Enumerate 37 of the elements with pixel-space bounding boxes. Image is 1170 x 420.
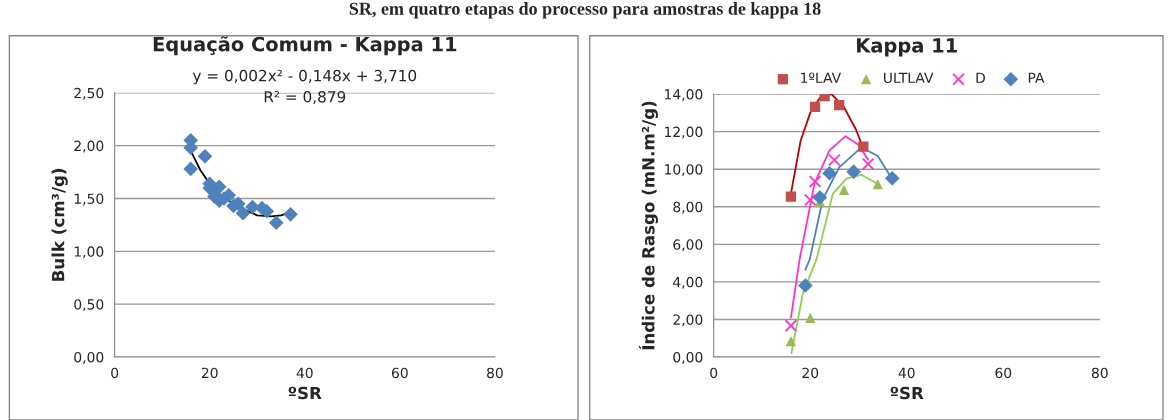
x-axis-title: ºSR — [288, 386, 322, 400]
x-tick-label: 40 — [296, 367, 313, 379]
annotation: R² = 0,879 — [264, 90, 346, 105]
x-tick-label: 0 — [710, 367, 718, 379]
chart-title: Kappa 11 — [857, 38, 957, 57]
x-tick-label: 60 — [995, 367, 1012, 379]
x-tick-label: 0 — [111, 367, 119, 379]
x-tick-label: 80 — [487, 367, 503, 379]
x-tick-label: 60 — [391, 367, 408, 379]
y-tick-label: 2,50 — [74, 87, 104, 100]
y-tick-label: 12,00 — [665, 126, 703, 139]
legend-label: D — [976, 72, 985, 83]
y-tick-label: 1,50 — [74, 193, 104, 206]
y-tick-label: 2,00 — [74, 140, 104, 153]
y-axis-title: Índice de Rasgo (mN.m²/g) — [638, 101, 658, 350]
legend-label: 1ºLAV — [801, 72, 842, 83]
y-axis-title: Bulk (cm³/g) — [51, 168, 68, 281]
y-tick-label: 0,00 — [74, 351, 104, 364]
y-tick-label: 10,00 — [665, 164, 703, 177]
x-tick-label: 20 — [802, 367, 819, 379]
legend-label: ULTLAV — [884, 72, 934, 84]
y-tick-label: 6,00 — [673, 239, 703, 252]
legend-label: PA — [1028, 72, 1045, 83]
y-tick-label: 8,00 — [673, 201, 703, 214]
y-tick-label: 14,00 — [665, 89, 703, 101]
x-tick-label: 20 — [201, 367, 218, 379]
chart-title: Equação Comum - Kappa 11 — [153, 36, 457, 56]
y-tick-label: 4,00 — [673, 276, 703, 289]
x-tick-label: 80 — [1091, 367, 1108, 379]
y-tick-label: 1,00 — [74, 246, 104, 259]
y-tick-label: 0,00 — [673, 351, 703, 364]
text: SR, em quatro etapas do processo para amostras de kappa 18 — [349, 2, 821, 19]
x-axis-title: ºSR — [890, 386, 924, 400]
text: y = 0,002x² - 0,148x + 3,710 — [192, 69, 417, 85]
y-tick-label: 2,00 — [673, 314, 703, 327]
y-tick-label: 0,50 — [74, 299, 104, 312]
x-tick-label: 40 — [898, 367, 915, 379]
